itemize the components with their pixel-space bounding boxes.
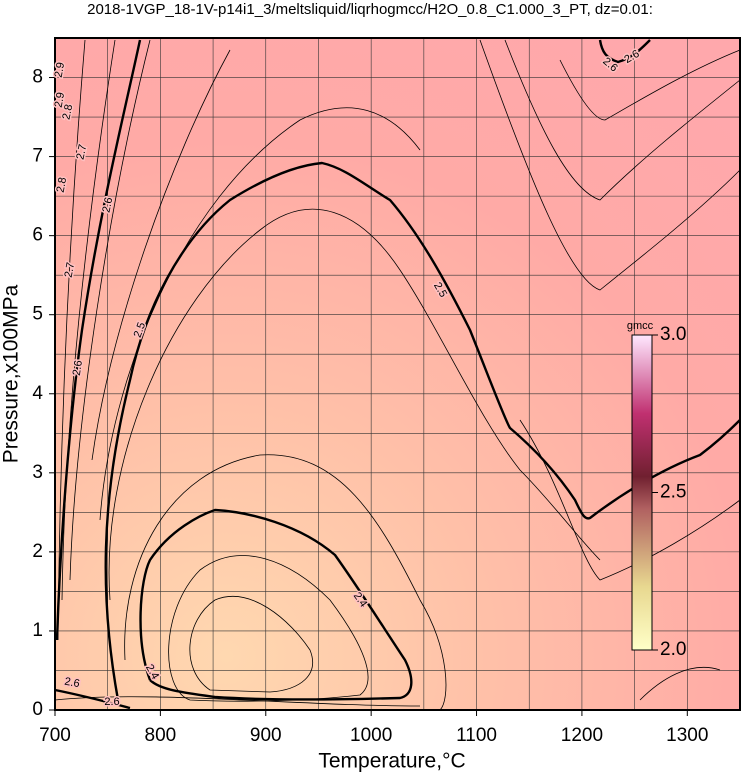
y-tick-label: 6 [32, 225, 43, 246]
y-tick-label: 4 [32, 383, 43, 404]
y-tick-label: 5 [32, 304, 43, 325]
y-axis-label: Pressure,x100MPa [0, 284, 23, 463]
colorbar [631, 334, 653, 651]
x-tick-label: 700 [39, 725, 71, 746]
x-tick-label: 1200 [561, 725, 603, 746]
contour-label: 2.7 [74, 143, 89, 160]
x-tick-label: 800 [145, 725, 177, 746]
contour-label: 2.6 [100, 196, 115, 213]
y-tick-label: 7 [32, 146, 43, 167]
contour-label: 2.8 [55, 176, 69, 193]
colorbar-tick-label: 3.0 [660, 324, 686, 345]
colorbar-label: gmcc [627, 320, 654, 332]
contour-label: 2.7 [63, 261, 77, 278]
plot-frame [54, 37, 741, 711]
contour-label: 2.6 [63, 676, 80, 690]
contour-lines [54, 39, 741, 711]
y-tick-label: 0 [32, 699, 43, 720]
y-tick-label: 1 [32, 620, 43, 641]
contour-label: 2.8 [60, 103, 75, 120]
major-contour-lines [54, 39, 741, 710]
y-tick-label: 3 [32, 462, 43, 483]
contour-label: 2.6 [104, 696, 119, 708]
x-tick-label: 1000 [350, 725, 392, 746]
contour-label: 2.6 [71, 360, 85, 377]
colorbar-tick-label: 2.5 [660, 482, 686, 503]
y-tick-label: 2 [32, 541, 43, 562]
y-tick-label: 8 [32, 67, 43, 88]
x-tick-label: 1100 [456, 725, 497, 746]
contour-label: 2.5 [132, 321, 149, 339]
x-tick-label: 1300 [666, 725, 708, 746]
plot-area [55, 38, 740, 710]
colorbar-tick-label: 2.0 [660, 639, 686, 660]
chart-title: 2018-1VGP_18-1V-p14i1_3/meltsliquid/liqr… [87, 1, 653, 18]
x-tick-label: 900 [250, 725, 282, 746]
x-axis-label: Temperature,°C [318, 750, 465, 773]
contour-label: 2.9 [53, 91, 67, 108]
contour-label: 2.9 [53, 61, 67, 78]
